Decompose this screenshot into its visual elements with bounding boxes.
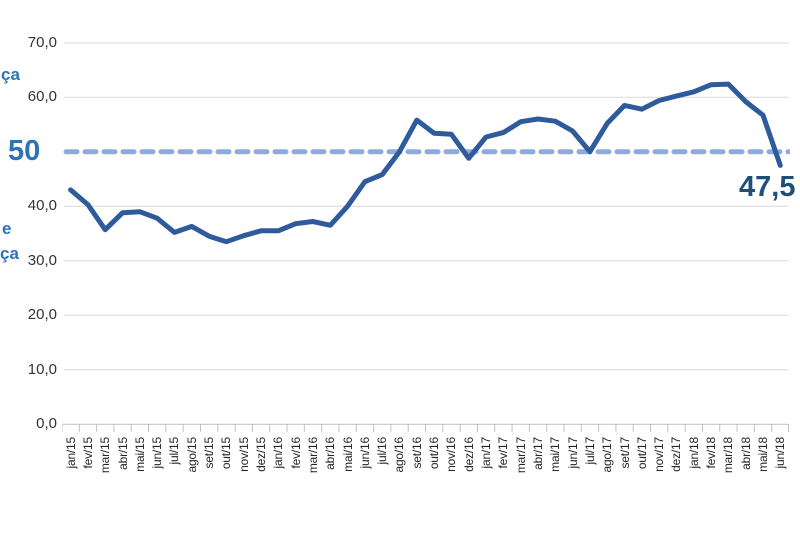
x-axis-label: jun/15 [150,437,165,469]
x-axis-label: mar/15 [98,437,113,474]
left-cropped-text-mid-line2: ça [0,244,19,263]
x-axis-label: dez/17 [669,437,684,472]
chart-plot-area [62,42,790,432]
y-axis-label: 0,0 [36,415,57,433]
x-axis-label: fev/16 [288,437,303,469]
x-axis-label: mar/16 [305,437,320,474]
x-axis-label: jul/15 [167,437,182,465]
x-axis-label: mai/15 [132,437,147,472]
x-axis-label: jul/16 [375,437,390,465]
x-axis-label: mai/18 [756,437,770,472]
x-axis-label: jul/17 [582,437,597,465]
y-axis-label: 20,0 [27,306,57,324]
y-axis-label: 10,0 [27,360,57,378]
x-axis-label: out/17 [634,437,649,470]
x-axis-label: mar/18 [721,437,736,474]
x-axis-label: abr/15 [115,437,130,470]
y-axis-label: 60,0 [27,88,57,106]
x-axis-label: nov/15 [236,437,251,472]
reference-line-label: 50 [8,135,41,167]
x-axis-label: fev/15 [80,437,95,469]
left-cropped-text-top: ça [1,65,20,84]
x-axis-label: ago/15 [184,437,199,473]
last-value-label: 47,5 [739,171,796,203]
x-axis-label: ago/16 [392,437,407,473]
x-axis-label: nov/17 [652,437,667,472]
left-cropped-text-mid-line1: e [2,219,12,238]
x-axis-label: set/16 [409,437,424,469]
x-axis-label: fev/18 [704,437,719,469]
x-axis-label: abr/16 [323,437,338,470]
x-axis-label: abr/18 [738,437,753,470]
x-axis-label: abr/17 [530,437,545,470]
x-axis-label: mai/16 [340,437,355,472]
x-axis-label: mar/17 [513,437,528,474]
x-axis-label: set/17 [617,437,632,469]
x-axis-label: jan/17 [479,437,494,469]
y-axis-label: 30,0 [27,251,57,269]
x-axis-label: jan/18 [686,437,701,469]
data-series-line [68,81,783,245]
x-axis-label: jun/17 [565,437,580,469]
x-axis-label: mai/17 [548,437,563,472]
x-axis-label: set/15 [202,437,217,469]
x-axis-label: nov/16 [444,437,459,472]
x-axis-label: out/16 [427,437,442,470]
y-axis-label: 40,0 [27,197,57,215]
x-axis-label: dez/15 [254,437,268,472]
y-axis-label: 70,0 [27,33,57,51]
x-axis-label: dez/16 [461,437,476,472]
x-axis-label: jan/15 [63,437,78,469]
x-axis-label: jun/18 [773,437,788,469]
x-axis-label: fev/17 [496,437,511,469]
x-axis-label: out/15 [219,437,234,470]
x-axis-label: jun/16 [357,437,372,469]
x-axis-label: jan/16 [271,437,286,469]
x-axis-label: ago/17 [600,437,615,473]
